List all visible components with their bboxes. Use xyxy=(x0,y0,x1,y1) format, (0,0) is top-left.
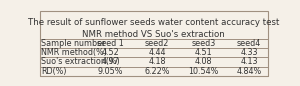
Text: NMR method(%): NMR method(%) xyxy=(41,48,107,57)
Text: 4.33: 4.33 xyxy=(240,48,258,57)
Text: 10.54%: 10.54% xyxy=(188,67,219,76)
Text: 4.97: 4.97 xyxy=(102,57,120,66)
Text: seed4: seed4 xyxy=(237,39,261,48)
Text: 6.22%: 6.22% xyxy=(145,67,170,76)
Text: RD(%): RD(%) xyxy=(41,67,67,76)
Text: 4.13: 4.13 xyxy=(240,57,258,66)
Text: 4.51: 4.51 xyxy=(195,48,212,57)
Text: 4.18: 4.18 xyxy=(148,57,166,66)
Text: seed 1: seed 1 xyxy=(98,39,124,48)
Text: seed2: seed2 xyxy=(145,39,169,48)
Text: 4.52: 4.52 xyxy=(102,48,120,57)
Text: 4.84%: 4.84% xyxy=(236,67,262,76)
Text: 9.05%: 9.05% xyxy=(98,67,124,76)
Text: 4.44: 4.44 xyxy=(148,48,166,57)
Text: The result of sunflower seeds water content accuracy test
NMR method VS Suo's ex: The result of sunflower seeds water cont… xyxy=(28,18,279,39)
Text: Sample number: Sample number xyxy=(41,39,106,48)
Text: seed3: seed3 xyxy=(192,39,216,48)
Text: 4.08: 4.08 xyxy=(195,57,212,66)
Text: Suo's extraction(%): Suo's extraction(%) xyxy=(41,57,120,66)
